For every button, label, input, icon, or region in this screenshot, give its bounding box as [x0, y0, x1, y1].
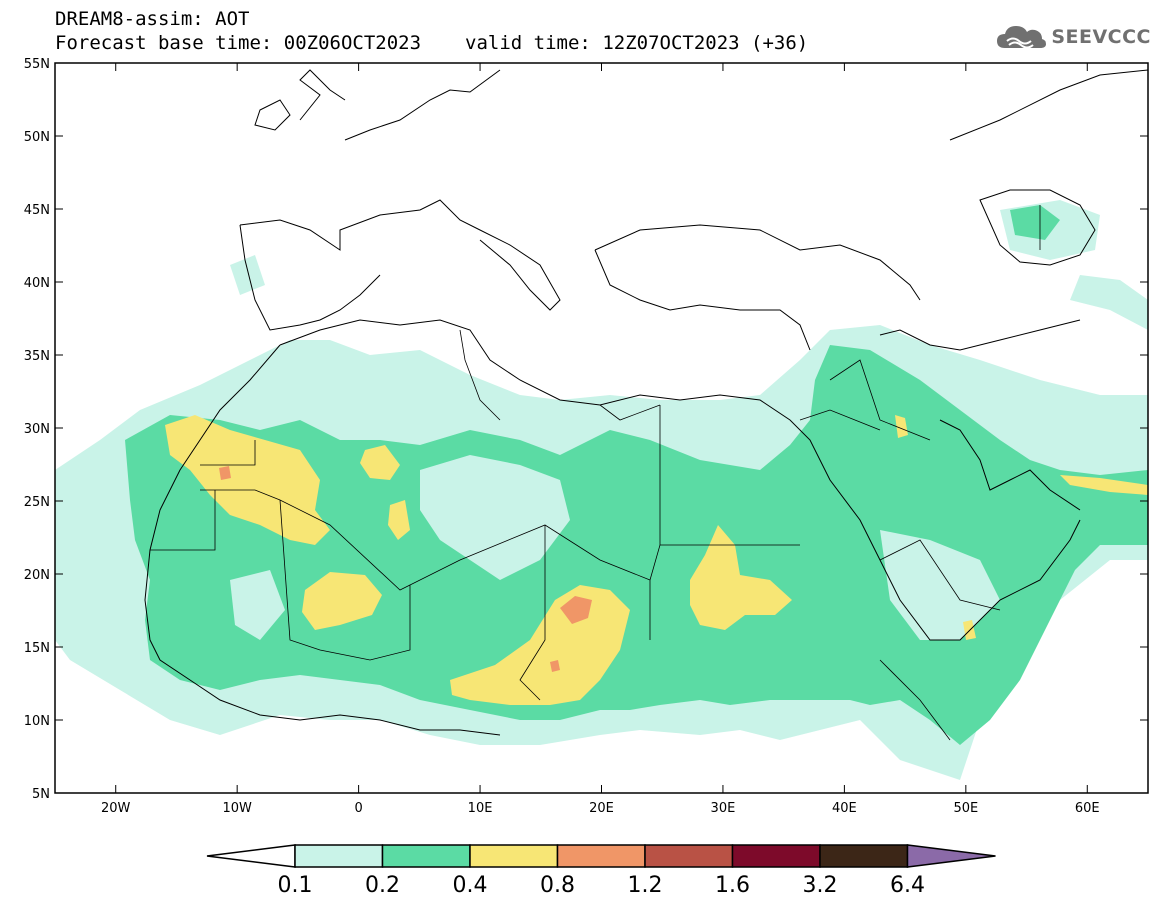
aot-contour-0.4 — [1060, 475, 1148, 495]
coastlines — [144, 69, 1148, 736]
aot-contour-0.2 — [125, 345, 1148, 745]
aot-contour-0.8 — [219, 466, 231, 480]
colorbar-label: 0.1 — [278, 873, 313, 898]
colorbar-swatch — [294, 844, 384, 868]
colorbar: 0.1 0.2 0.4 0.8 1.2 1.6 3.2 6.4 — [206, 844, 996, 898]
country-borders — [150, 205, 1041, 741]
aot-contour-0.4 — [388, 500, 410, 540]
aot-contour-0.4 — [360, 445, 400, 480]
colorbar-swatch — [381, 844, 471, 868]
lon-tick-label: 30E — [711, 801, 736, 816]
lon-tick-label: 10E — [468, 801, 493, 816]
lat-axis: 55N 50N 45N 40N 35N 30N 25N 20N 15N 10N 5N — [24, 57, 1148, 802]
lat-tick-label: 15N — [24, 641, 50, 656]
time-info: Forecast base time: 00Z06OCT2023 valid ti… — [55, 32, 808, 54]
seevccc-logo: SEEVCCC — [995, 22, 1151, 52]
aot-contour-0.1 — [230, 255, 265, 295]
lon-tick-label: 0 — [354, 801, 362, 816]
aot-contour-0.4 — [690, 525, 792, 630]
aot-contour-0.4 — [165, 415, 330, 545]
colorbar-swatch — [469, 844, 559, 868]
lat-tick-label: 40N — [24, 276, 50, 291]
lat-tick-label: 10N — [24, 714, 50, 729]
aot-contour-0.4 — [895, 415, 908, 438]
colorbar-label: 0.4 — [453, 873, 488, 898]
lat-tick-label: 30N — [24, 422, 50, 437]
cloud-icon — [997, 26, 1047, 49]
lat-tick-label: 35N — [24, 349, 50, 364]
lat-tick-label: 5N — [32, 787, 50, 802]
lon-tick-label: 60E — [1075, 801, 1100, 816]
lon-tick-label: 20W — [101, 801, 131, 816]
colorbar-swatch — [819, 844, 909, 868]
logo-text: SEEVCCC — [1051, 26, 1151, 48]
aot-contour-0.8 — [560, 596, 592, 624]
aot-contour-0.1 — [1070, 275, 1148, 330]
map-title: DREAM8-assim: AOT — [55, 8, 250, 30]
lon-tick-label: 10W — [222, 801, 252, 816]
lon-tick-label: 40E — [832, 801, 857, 816]
colorbar-swatch — [556, 844, 646, 868]
lon-axis: 20W 10W 0 10E 20E 30E 40E 50E 60E — [101, 63, 1100, 816]
aot-contour-0.2 — [1010, 205, 1060, 240]
colorbar-swatch — [731, 844, 821, 868]
lat-tick-label: 55N — [24, 57, 50, 72]
valid-time: valid time: 12Z07OCT2023 (+36) — [465, 32, 809, 54]
lon-tick-label: 20E — [589, 801, 614, 816]
aot-field — [55, 69, 1148, 780]
aot-contour-0.4 — [302, 572, 382, 630]
colorbar-over-arrow — [906, 844, 996, 868]
colorbar-label: 0.8 — [540, 873, 575, 898]
colorbar-label: 6.4 — [890, 873, 925, 898]
base-time: Forecast base time: 00Z06OCT2023 — [55, 32, 422, 54]
aot-contour-0.8 — [550, 660, 560, 672]
colorbar-under-arrow — [206, 844, 296, 868]
colorbar-swatch — [644, 844, 734, 868]
lon-tick-label: 50E — [953, 801, 978, 816]
lat-tick-label: 20N — [24, 568, 50, 583]
colorbar-label: 3.2 — [803, 873, 838, 898]
colorbar-label: 0.2 — [365, 873, 400, 898]
colorbar-label: 1.6 — [715, 873, 750, 898]
lat-tick-label: 50N — [24, 130, 50, 145]
lat-tick-label: 25N — [24, 495, 50, 510]
aot-contour-0.1 — [420, 455, 570, 580]
aot-contour-0.1 — [230, 570, 285, 640]
colorbar-label: 1.2 — [628, 873, 663, 898]
lat-tick-label: 45N — [24, 203, 50, 218]
